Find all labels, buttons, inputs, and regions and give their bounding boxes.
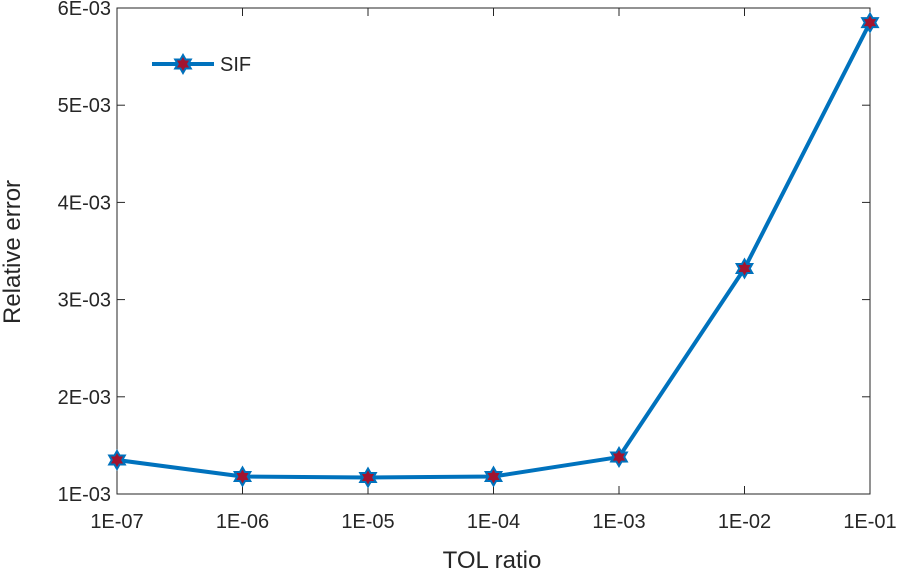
x-axis-title: TOL ratio: [443, 547, 542, 573]
y-tick-label: 5E-03: [58, 95, 111, 117]
data-point: [232, 465, 253, 488]
data-point: [609, 446, 629, 469]
tick-labels: 1E-07 1E-06 1E-05 1E-04 1E-03 1E-02 1E-01 1E-03…: [58, 0, 897, 533]
x-tick-label: 1E-01: [843, 511, 896, 533]
x-tick-label: 1E-02: [718, 511, 771, 533]
legend-marker: [173, 53, 193, 75]
y-tick-label: 6E-03: [58, 0, 111, 20]
y-axis-title: Relative error: [0, 180, 26, 324]
x-tick-label: 1E-03: [592, 511, 645, 533]
x-tick-label: 1E-06: [216, 511, 269, 533]
y-tick-label: 1E-03: [58, 484, 111, 506]
series-line-sif: [116, 21, 872, 480]
y-tick-label: 4E-03: [58, 192, 111, 214]
data-point: [734, 257, 755, 280]
data-point: [358, 466, 378, 489]
x-tick-label: 1E-07: [90, 511, 143, 533]
legend: SIF: [152, 53, 251, 76]
data-point: [107, 448, 127, 471]
axes: [116, 7, 871, 495]
x-tick-label: 1E-05: [341, 511, 394, 533]
data-point: [860, 11, 880, 34]
tick-marks: [116, 7, 871, 495]
y-tick-label: 2E-03: [58, 387, 111, 409]
series-markers: [107, 11, 880, 489]
data-point: [483, 465, 504, 488]
x-tick-label: 1E-04: [467, 511, 520, 533]
plot-area-frame: [116, 7, 871, 495]
series-lines: [116, 21, 872, 480]
y-tick-label: 3E-03: [58, 290, 111, 312]
legend-label: SIF: [220, 54, 251, 76]
